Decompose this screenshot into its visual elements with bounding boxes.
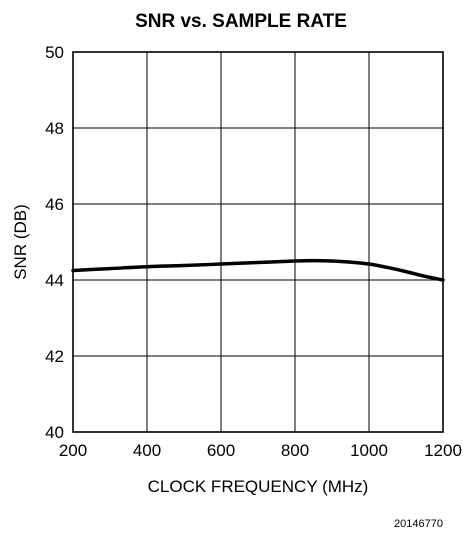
y-tick-label: 48 xyxy=(45,119,64,138)
x-tick-label: 1200 xyxy=(424,441,462,460)
y-tick-label: 46 xyxy=(45,195,64,214)
plot-frame xyxy=(72,51,444,433)
x-axis-label: CLOCK FREQUENCY (MHz) xyxy=(148,477,369,496)
x-tick-label: 600 xyxy=(207,441,235,460)
y-tick-label: 40 xyxy=(45,423,64,442)
y-tick-label: 42 xyxy=(45,347,64,366)
y-axis-label: SNR (DB) xyxy=(11,204,30,280)
y-tick-label: 44 xyxy=(45,271,64,290)
x-tick-label: 1000 xyxy=(350,441,388,460)
y-tick-labels: 40 42 44 46 48 50 xyxy=(45,43,64,442)
x-tick-label: 800 xyxy=(281,441,309,460)
grid xyxy=(73,52,443,432)
figure-number: 20146770 xyxy=(394,518,443,530)
y-tick-label: 50 xyxy=(45,43,64,62)
x-tick-label: 200 xyxy=(59,441,87,460)
x-tick-labels: 200 400 600 800 1000 1200 xyxy=(59,441,462,460)
x-tick-label: 400 xyxy=(133,441,161,460)
chart-title: SNR vs. SAMPLE RATE xyxy=(135,11,347,32)
snr-series-line xyxy=(71,258,445,282)
